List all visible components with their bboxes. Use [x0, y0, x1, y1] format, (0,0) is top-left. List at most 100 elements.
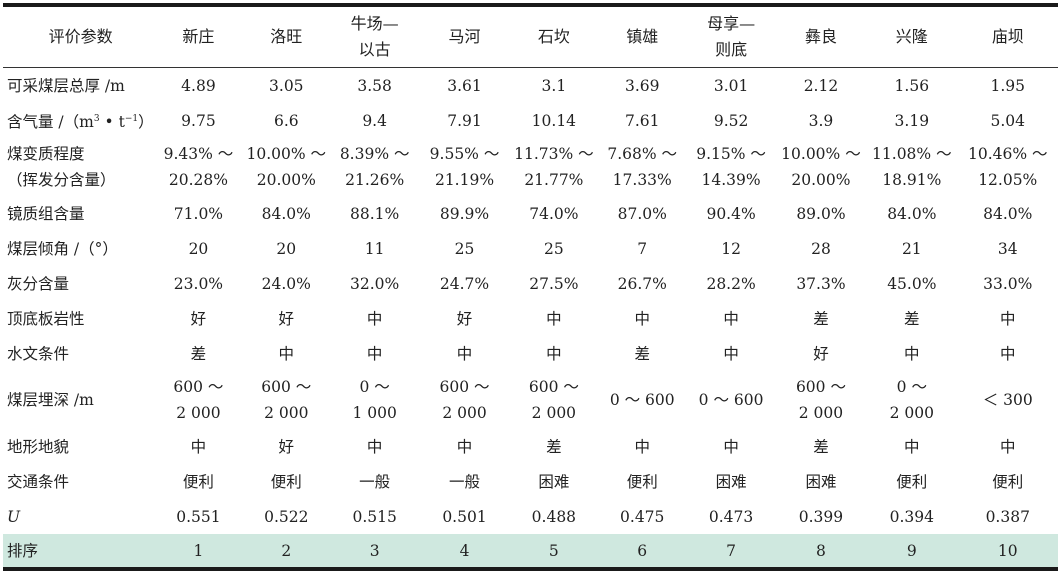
table-cell: 中: [634, 309, 650, 328]
column-header: 兴隆: [866, 5, 958, 68]
table-row: 可采煤层总厚 /m 4.89 3.05 3.58 3.61 3.1 3.69 3.01 2.12…: [3, 68, 1058, 104]
row-label: 灰分含量: [7, 274, 70, 293]
table-cell: 90.4%: [706, 204, 756, 223]
table-cell: 9.4: [362, 111, 387, 130]
table-cell: 6: [598, 534, 687, 569]
table-row: 煤变质程度 （挥发分含量） 9.43% ～ 20.28% 10.00% ～ 20.00% 8…: [3, 138, 1058, 196]
row-label: 排序: [3, 534, 155, 569]
table-row: 排序 1 2 3 4 5 6 7 8 9 10: [3, 534, 1058, 569]
table-cell: 5: [509, 534, 599, 569]
table-cell: 0.399: [798, 507, 844, 526]
table-cell: 600 ～ 2 000: [173, 378, 224, 422]
table-cell: 4: [419, 534, 510, 569]
row-label: 可采煤层总厚 /m: [7, 76, 125, 95]
table-cell: 0 ～ 600: [609, 391, 675, 409]
table-cell: 便利: [896, 472, 928, 491]
column-header: 洛旺: [242, 5, 330, 68]
table-cell: 0.515: [352, 507, 397, 526]
table-cell: 45.0%: [887, 274, 937, 293]
header-row: 评价参数 新庄 洛旺 牛场—以古 马河 石坎 镇雄 母享—则底 彝良 兴隆 庙坝: [3, 5, 1058, 68]
table-cell: 26.7%: [617, 274, 667, 293]
table-cell: 好: [190, 309, 207, 328]
table-cell: 0 ～ 1 000: [352, 378, 397, 422]
column-header: 牛场—以古: [329, 5, 420, 68]
table-cell: 3.69: [624, 76, 660, 95]
table-cell: 中: [723, 309, 739, 328]
table-cell: 21: [901, 239, 922, 258]
table-cell: 便利: [182, 472, 214, 491]
table-cell: 9.15% ～ 14.39%: [696, 145, 766, 189]
table-cell: 11.73% ～ 21.77%: [514, 145, 594, 189]
table-cell: 9: [866, 534, 958, 569]
table-cell: 差: [904, 309, 920, 328]
table-cell: 0 ～ 600: [698, 391, 764, 409]
table-cell: 中: [366, 437, 383, 456]
row-label: 煤层埋深 /m: [7, 391, 94, 409]
table-row: 含气量 /（m3 • t−1） 9.75 6.6 9.4 7.91 10.14 7.61 9.…: [3, 103, 1058, 138]
table-cell: 20: [276, 239, 297, 258]
table-cell: 中: [904, 437, 920, 456]
table-cell: 600 ～ 2 000: [528, 378, 579, 422]
table-cell: 32.0%: [350, 274, 400, 293]
table-cell: 好: [278, 309, 295, 328]
table-cell: 好: [456, 309, 473, 328]
table-cell: 1: [154, 534, 243, 569]
table-cell: 一般: [359, 472, 391, 491]
table-cell: 25: [544, 239, 564, 258]
table-cell: 3.9: [808, 111, 834, 130]
table-cell: 3.05: [269, 76, 304, 95]
table-cell: 600 ～ 2 000: [261, 378, 312, 422]
table-cell: 便利: [992, 472, 1024, 491]
table-cell: 困难: [715, 472, 747, 491]
table-cell: 33.0%: [983, 274, 1033, 293]
table-cell: ＜ 300: [982, 391, 1033, 409]
table-cell: 84.0%: [983, 204, 1033, 223]
table-cell: 困难: [805, 472, 837, 491]
table-cell: 3.58: [357, 76, 392, 95]
table-cell: 24.7%: [439, 274, 490, 293]
table-cell: 24.0%: [261, 274, 311, 293]
table-cell: 28.2%: [706, 274, 756, 293]
table-cell: 23.0%: [173, 274, 224, 293]
table-cell: 困难: [538, 472, 570, 491]
table-cell: 一般: [449, 472, 481, 491]
table-row: 顶底板岩性 好 好 中 好 中 中 中 差 差 中: [3, 301, 1058, 336]
table-cell: 0 ～ 2 000: [889, 378, 934, 422]
table-cell: 0.488: [531, 507, 577, 526]
table-cell: 9.55% ～ 21.19%: [429, 145, 500, 189]
table-cell: 8: [775, 534, 867, 569]
table-cell: 9.75: [181, 111, 216, 130]
table-cell: 3.01: [713, 76, 749, 95]
row-label: 水文条件: [7, 344, 70, 363]
table-cell: 9.52: [713, 111, 749, 130]
table-cell: 中: [723, 437, 739, 456]
column-header: 彝良: [775, 5, 867, 68]
table-cell: 0.475: [620, 507, 665, 526]
table-cell: 3.61: [447, 76, 482, 95]
column-header: 马河: [419, 5, 510, 68]
table-cell: 差: [813, 309, 829, 328]
table-row: 地形地貌 中 好 中 中 差 中 中 差 中 中: [3, 429, 1058, 464]
table-cell: 7.91: [447, 111, 482, 130]
table-cell: 9.43% ～ 20.28%: [163, 145, 234, 189]
row-label: 含气量 /（m3 • t−1）: [7, 113, 154, 132]
table-cell: 中: [999, 309, 1016, 328]
table-cell: 11: [364, 239, 385, 258]
column-header: 评价参数: [3, 5, 155, 68]
table-cell: 12: [721, 239, 741, 258]
table-cell: 中: [456, 344, 473, 363]
table-cell: 2.12: [803, 76, 839, 95]
column-header: 新庄: [154, 5, 243, 68]
table-cell: 10: [957, 534, 1058, 569]
table-cell: 600 ～ 2 000: [795, 378, 846, 422]
table-cell: 6.6: [273, 111, 299, 130]
row-label: 煤变质程度 （挥发分含量）: [7, 145, 116, 189]
table-cell: 3.19: [894, 111, 930, 130]
table-cell: 20: [188, 239, 209, 258]
table-cell: 好: [813, 344, 829, 363]
table-cell: 7: [686, 534, 776, 569]
column-header-label: 牛场—以古: [350, 14, 399, 59]
table-cell: 8.39% ～ 21.26%: [339, 145, 410, 189]
table-cell: 34: [997, 239, 1018, 258]
table-row: 煤层埋深 /m 600 ～ 2 000 600 ～ 2 000 0 ～ 1 000 600 ～…: [3, 371, 1058, 429]
